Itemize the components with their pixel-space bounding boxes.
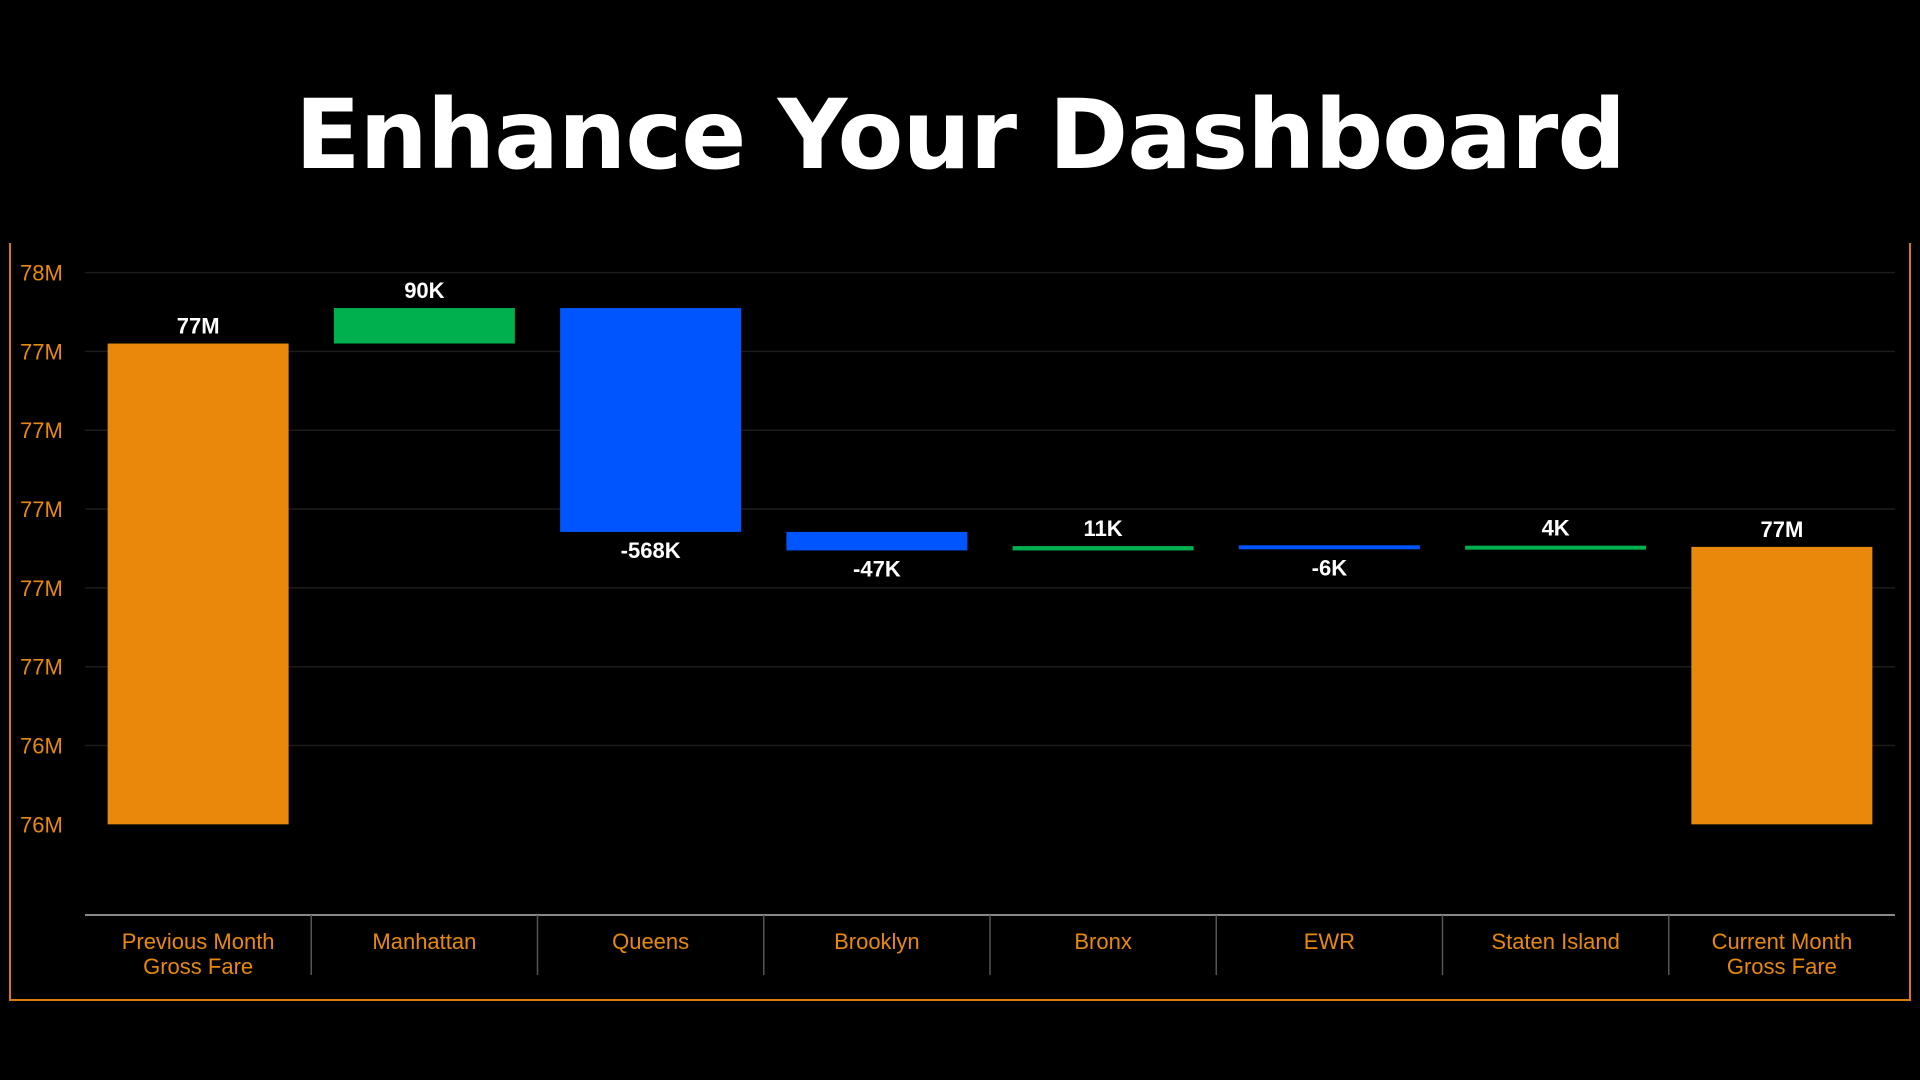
data-label: 11K — [1084, 516, 1123, 541]
waterfall-bar-total[interactable] — [107, 343, 289, 825]
waterfall-bar-decrease[interactable] — [1238, 545, 1420, 550]
x-tick-label: EWR — [1304, 929, 1355, 954]
data-label: -568K — [621, 538, 681, 563]
y-tick-label: 76M — [20, 812, 63, 837]
x-tick-label: Current Month Gross Fare — [1712, 929, 1853, 979]
chart-border — [9, 243, 1911, 1001]
bars — [107, 308, 1873, 825]
data-label: -6K — [1312, 555, 1348, 580]
data-label: -47K — [853, 556, 901, 581]
waterfall-chart: 78M 77M 77M 77M 77M 77M 76M 76M 77M 90K -568K -47K… — [9, 243, 1911, 1001]
waterfall-bar-total[interactable] — [1691, 546, 1873, 825]
waterfall-bar-increase[interactable] — [333, 308, 515, 344]
y-tick-label: 77M — [20, 339, 63, 364]
page-title: Enhance Your Dashboard — [294, 79, 1626, 191]
y-tick-label: 76M — [20, 734, 63, 759]
x-tick-label: Brooklyn — [834, 929, 920, 954]
y-tick-label: 78M — [20, 261, 63, 286]
x-tick-label: Bronx — [1074, 929, 1131, 954]
y-tick-label: 77M — [20, 418, 63, 443]
y-axis: 78M 77M 77M 77M 77M 77M 76M 76M — [20, 261, 63, 838]
data-label: 77M — [1760, 517, 1803, 542]
x-tick-label: Queens — [612, 929, 689, 954]
waterfall-bar-decrease[interactable] — [560, 308, 742, 532]
waterfall-chart-area: 78M 77M 77M 77M 77M 77M 76M 76M 77M 90K -568K -47K… — [0, 235, 1920, 1015]
data-label: 77M — [177, 314, 220, 339]
data-label: 4K — [1542, 516, 1570, 541]
x-tick-label: Staten Island — [1491, 929, 1619, 954]
waterfall-bar-decrease[interactable] — [786, 531, 968, 551]
y-tick-label: 77M — [20, 655, 63, 680]
x-tick-label: Previous Month Gross Fare — [122, 929, 275, 979]
x-axis: Previous Month Gross Fare Manhattan Queens B… — [85, 914, 1895, 979]
data-label: 90K — [404, 278, 444, 303]
waterfall-bar-increase[interactable] — [1465, 545, 1647, 550]
chart-frame — [9, 243, 1911, 1001]
data-labels: 77M 90K -568K -47K 11K -6K 4K 77M — [177, 278, 1804, 581]
y-tick-label: 77M — [20, 576, 63, 601]
gridlines — [85, 271, 1895, 747]
x-tick-label: Manhattan — [372, 929, 476, 954]
y-tick-label: 77M — [20, 497, 63, 522]
waterfall-bar-increase[interactable] — [1012, 546, 1194, 551]
